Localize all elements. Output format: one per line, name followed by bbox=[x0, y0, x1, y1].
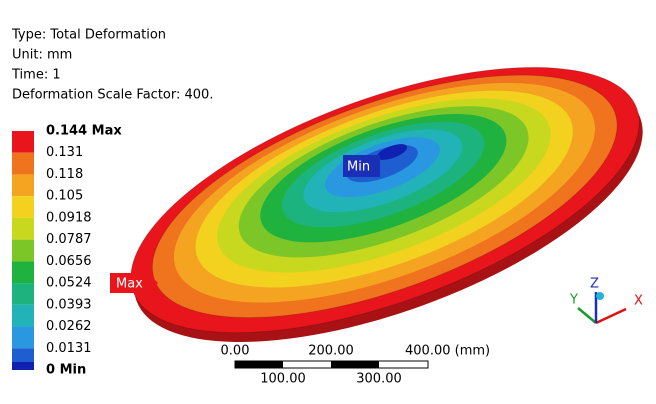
legend-swatch bbox=[12, 305, 34, 327]
scale-label: 400.00 (mm) bbox=[405, 344, 490, 359]
legend-label: 0.0393 bbox=[46, 297, 92, 312]
legend-label: 0 Min bbox=[46, 363, 86, 378]
legend-label: 0.131 bbox=[46, 145, 83, 160]
min-probe: Min bbox=[343, 155, 380, 177]
legend-swatch bbox=[12, 153, 34, 175]
scale-label: 300.00 bbox=[356, 372, 402, 387]
legend-swatch bbox=[12, 196, 34, 218]
scale-segment bbox=[331, 361, 379, 368]
legend-label: 0.0787 bbox=[46, 232, 92, 247]
max-probe: Max bbox=[110, 273, 158, 293]
legend-label: 0.105 bbox=[46, 189, 83, 204]
axis-label: Z bbox=[590, 277, 599, 292]
info-line: Deformation Scale Factor: 400. bbox=[12, 88, 213, 103]
axis-label: Y bbox=[569, 293, 578, 308]
y-axis-arrow bbox=[578, 308, 596, 323]
legend-swatch bbox=[12, 327, 34, 349]
info-line: Time: 1 bbox=[11, 68, 61, 83]
legend: 0.144 Max 0.131 0.118 0.105 0.0918 0.0787 0.06… bbox=[12, 124, 122, 378]
legend-swatch bbox=[12, 362, 34, 370]
legend-label: 0.144 Max bbox=[46, 124, 122, 139]
legend-label: 0.0262 bbox=[46, 319, 92, 334]
probe-label: Min bbox=[347, 160, 370, 175]
legend-swatch bbox=[12, 240, 34, 262]
scale-label: 200.00 bbox=[308, 344, 354, 359]
probe-label: Max bbox=[116, 277, 143, 292]
viewport: Type: Total Deformation Unit: mm Time: 1… bbox=[0, 0, 656, 404]
scale-label: 100.00 bbox=[260, 372, 306, 387]
legend-label: 0.0656 bbox=[46, 254, 92, 269]
legend-swatch bbox=[12, 174, 34, 196]
scale-label: 0.00 bbox=[221, 344, 250, 359]
triad: X Y Z bbox=[569, 277, 643, 324]
scale-segment bbox=[235, 361, 283, 368]
model bbox=[98, 12, 656, 396]
info-line: Type: Total Deformation bbox=[11, 28, 166, 43]
legend-swatch bbox=[12, 283, 34, 305]
x-axis-arrow bbox=[596, 309, 626, 323]
triad-origin bbox=[596, 292, 604, 300]
legend-swatch bbox=[12, 218, 34, 240]
legend-swatch bbox=[12, 131, 34, 153]
legend-swatch bbox=[12, 261, 34, 283]
legend-label: 0.118 bbox=[46, 167, 83, 182]
scale-bar: 0.00 200.00 400.00 (mm) 100.00 300.00 bbox=[221, 344, 491, 387]
axis-label: X bbox=[634, 294, 643, 309]
legend-label: 0.0524 bbox=[46, 276, 92, 291]
legend-label: 0.0131 bbox=[46, 341, 92, 356]
info-line: Unit: mm bbox=[12, 48, 72, 63]
legend-label: 0.0918 bbox=[46, 210, 92, 225]
